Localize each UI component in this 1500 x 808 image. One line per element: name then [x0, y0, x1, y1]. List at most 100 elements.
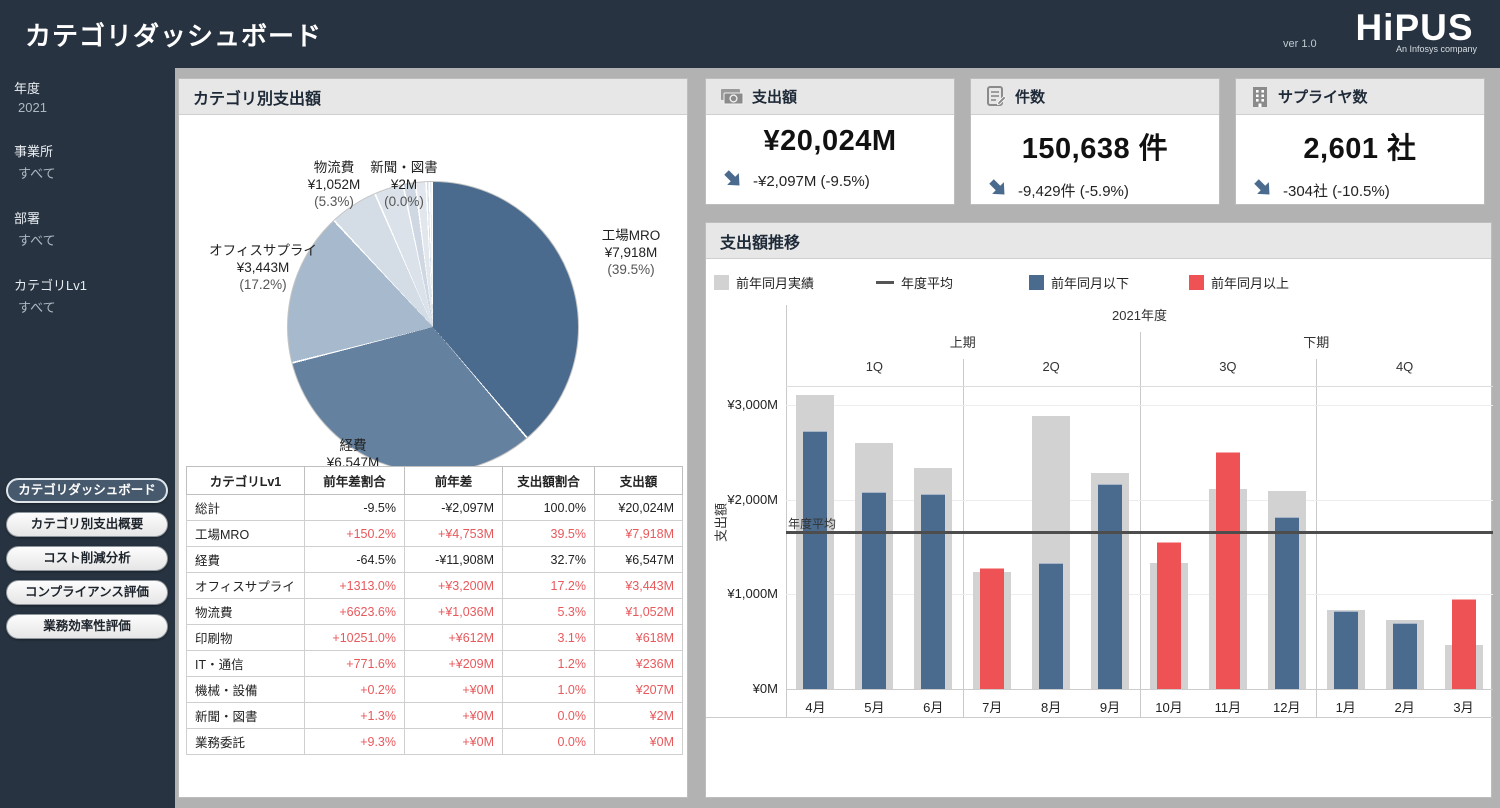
- cell-share: 17.2%: [502, 572, 595, 599]
- current-month-bar[interactable]: [1392, 622, 1417, 689]
- money-icon: [720, 87, 744, 107]
- cell-category: 物流費: [186, 598, 305, 625]
- cell-amount: ¥20,024M: [594, 494, 683, 521]
- average-line: [786, 530, 1493, 534]
- y-tick-label: ¥3,000M: [727, 396, 778, 412]
- cell-yoy-pct: +771.6%: [304, 650, 405, 677]
- memo-icon: [985, 85, 1007, 108]
- kpi-card-1: 件数 150,638 件 -9,429件 (-5.9%): [970, 78, 1220, 205]
- filter-label: 部署: [14, 211, 41, 226]
- current-month-bar[interactable]: [1215, 452, 1240, 689]
- spend-trend-card-title: 支出額推移: [706, 223, 1491, 259]
- current-month-bar[interactable]: [1039, 563, 1064, 689]
- table-row: 新聞・図書 +1.3% +¥0M 0.0% ¥2M: [186, 702, 683, 729]
- cell-category: 経費: [186, 546, 305, 573]
- cell-category: 新聞・図書: [186, 702, 305, 729]
- pie-slice-label: 工場MRO ¥7,918M (39.5%): [576, 227, 686, 278]
- cell-yoy-diff: -¥11,908M: [404, 546, 503, 573]
- filter-group-3: カテゴリLv1 すべて: [14, 275, 164, 316]
- table-col-header: 前年差割合: [304, 466, 405, 495]
- cell-yoy-diff: +¥4,753M: [404, 520, 503, 547]
- category-spend-table: カテゴリLv1 前年差割合 前年差 支出額割合 支出額 総計 -9.5% -¥2,097M 1…: [186, 466, 683, 755]
- nav-button[interactable]: カテゴリダッシュボード: [6, 478, 168, 503]
- cell-yoy-diff: +¥0M: [404, 676, 503, 703]
- table-row: 物流費 +6623.6% +¥1,036M 5.3% ¥1,052M: [186, 598, 683, 625]
- current-month-bar[interactable]: [1098, 484, 1123, 689]
- current-month-bar[interactable]: [980, 567, 1005, 689]
- sidebar-nav: カテゴリダッシュボード カテゴリ別支出概要 コスト削減分析 コンプライアンス評価 業務効…: [6, 478, 170, 648]
- legend-label: 前年同月以上: [1211, 276, 1290, 291]
- current-month-bar[interactable]: [1156, 542, 1181, 689]
- category-spend-card: カテゴリ別支出額 工場MRO¥7,918M(39.5%)経費¥6,547M(32…: [178, 78, 688, 798]
- legend-line-swatch: [876, 281, 894, 284]
- current-month-bar[interactable]: [921, 493, 946, 689]
- nav-button[interactable]: コンプライアンス評価: [6, 580, 168, 605]
- pie-label-name: 物流費: [313, 160, 355, 175]
- filter-value-dropdown[interactable]: すべて: [18, 300, 56, 315]
- chart-divider-line: [1316, 359, 1318, 717]
- y-tick-label: ¥1,000M: [727, 586, 778, 602]
- current-month-bar[interactable]: [1451, 599, 1476, 689]
- filter-label: 年度: [14, 81, 41, 96]
- cell-amount: ¥0M: [594, 728, 683, 755]
- kpi-title: サプライヤ数: [1278, 89, 1368, 106]
- current-month-bar[interactable]: [862, 492, 887, 689]
- kpi-card-0: 支出額 ¥20,024M -¥2,097M (-9.5%): [705, 78, 955, 205]
- y-tick-label: ¥2,000M: [727, 491, 778, 507]
- nav-button[interactable]: カテゴリ別支出概要: [6, 512, 168, 537]
- cell-yoy-pct: +6623.6%: [304, 598, 405, 625]
- pie-label-name: 経費: [339, 438, 367, 453]
- cell-share: 3.1%: [502, 624, 595, 651]
- cell-category: 工場MRO: [186, 520, 305, 547]
- cell-category: IT・通信: [186, 650, 305, 677]
- nav-button[interactable]: コスト削減分析: [6, 546, 168, 571]
- legend-label: 年度平均: [901, 276, 954, 291]
- legend-item: 年度平均: [876, 273, 953, 292]
- filter-value-dropdown[interactable]: すべて: [18, 166, 56, 181]
- kpi-delta: -304社 (-10.5%): [1252, 177, 1484, 203]
- kpi-card-header: 件数: [971, 79, 1219, 115]
- cell-amount: ¥6,547M: [594, 546, 683, 573]
- filter-value-dropdown[interactable]: すべて: [18, 233, 56, 248]
- cell-share: 0.0%: [502, 728, 595, 755]
- top-header-bar: [0, 0, 1500, 68]
- filter-list: 年度 2021 事業所 すべて 部署 すべて カテゴリLv1 すべて: [14, 78, 164, 342]
- legend-item: 前年同月以上: [1189, 273, 1289, 292]
- cell-share: 39.5%: [502, 520, 595, 547]
- x-tick-label: 4月: [805, 700, 826, 715]
- cell-amount: ¥3,443M: [594, 572, 683, 599]
- nav-button[interactable]: 業務効率性評価: [6, 614, 168, 639]
- pie-label-percent: (0.0%): [384, 194, 424, 209]
- kpi-card-header: 支出額: [706, 79, 954, 115]
- pie-label-percent: (39.5%): [607, 262, 655, 277]
- x-tick-label: 5月: [864, 700, 885, 715]
- chart-grid-line: [786, 386, 1493, 387]
- quarter-label: 2Q: [1042, 359, 1060, 374]
- category-pie-chart[interactable]: [287, 181, 579, 473]
- half-label: 上期: [949, 335, 976, 350]
- legend-color-swatch: [1029, 275, 1044, 290]
- kpi-title: 件数: [1015, 89, 1046, 106]
- filter-value-dropdown[interactable]: 2021: [18, 100, 47, 115]
- cell-yoy-pct: +10251.0%: [304, 624, 405, 651]
- kpi-value: ¥20,024M: [763, 125, 897, 157]
- table-head: カテゴリLv1 前年差割合 前年差 支出額割合 支出額: [186, 466, 683, 495]
- current-month-bar[interactable]: [803, 430, 828, 689]
- chart-legend: 前年同月実績 年度平均 前年同月以下 前年同月以上: [706, 267, 1493, 297]
- y-tick-label: ¥0M: [752, 681, 778, 696]
- logo-subtext: An Infosys company: [1395, 44, 1477, 54]
- legend-item: 前年同月実績: [714, 273, 814, 292]
- kpi-title: 支出額: [752, 89, 798, 106]
- x-tick-label: 1月: [1335, 700, 1356, 715]
- pie-label-value: ¥2M: [390, 177, 418, 192]
- filter-group-0: 年度 2021: [14, 78, 164, 115]
- current-month-bar[interactable]: [1274, 516, 1299, 689]
- cell-category: オフィスサプライ: [186, 572, 305, 599]
- current-month-bar[interactable]: [1333, 611, 1358, 689]
- cell-yoy-diff: +¥3,200M: [404, 572, 503, 599]
- table-col-header: 支出額割合: [502, 466, 595, 495]
- x-tick-label: 10月: [1155, 700, 1183, 715]
- table-body: 総計 -9.5% -¥2,097M 100.0% ¥20,024M 工場MRO +150.2…: [186, 494, 683, 755]
- down-arrow-icon: [987, 177, 1009, 203]
